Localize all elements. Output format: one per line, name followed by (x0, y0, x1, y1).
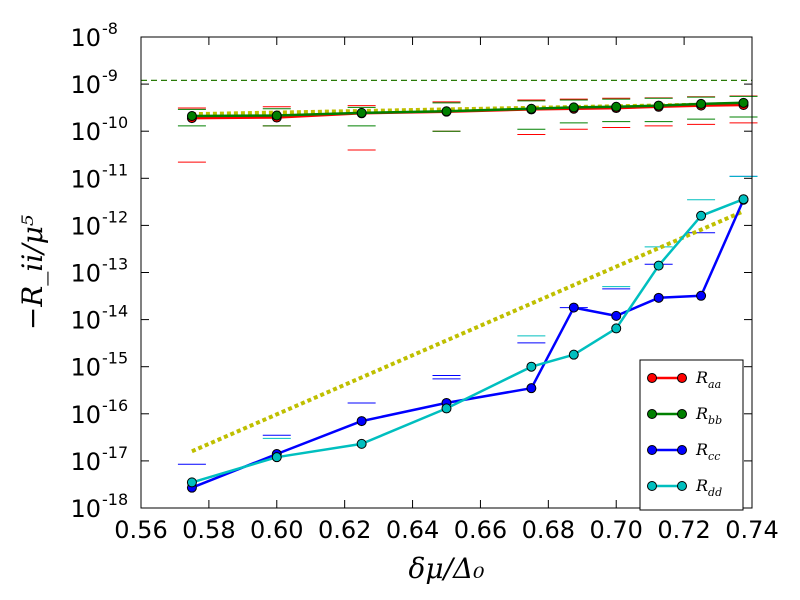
y-tick-exponent: -12 (102, 207, 128, 226)
x-tick-label: 0.60 (250, 516, 303, 544)
x-tick-label: 0.56 (114, 516, 167, 544)
legend-marker-end-aa (677, 373, 687, 383)
legend-marker-start-bb (647, 409, 657, 419)
x-tick-label: 0.64 (386, 516, 439, 544)
data-point-dd-5 (568, 349, 579, 360)
data-point-dd-6 (611, 323, 622, 334)
data-point-dd-2 (356, 438, 367, 449)
y-tick-label: 10 (70, 118, 101, 146)
y-tick-label: 10 (70, 401, 101, 429)
legend-marker-start-aa (647, 373, 657, 383)
data-point-cc-5 (568, 302, 579, 313)
data-point-dd-0 (186, 477, 197, 488)
data-point-cc-4 (526, 383, 537, 394)
plot-lines-layer (141, 79, 758, 493)
legend-marker-end-bb (677, 409, 687, 419)
y-tick-label: 10 (70, 212, 101, 240)
data-point-dd-8 (696, 210, 707, 221)
series-line-dd (191, 198, 744, 484)
y-tick-exponent: -11 (102, 160, 128, 179)
data-point-cc-8 (696, 290, 707, 301)
data-point-bb-1 (271, 110, 282, 121)
data-point-bb-4 (526, 103, 537, 114)
legend-marker-start-cc (647, 445, 657, 455)
data-point-dd-9 (738, 194, 749, 205)
y-tick-exponent: -18 (102, 490, 128, 509)
data-point-dd-3 (441, 403, 452, 414)
legend-label-aa: Raa (695, 368, 721, 391)
data-point-bb-2 (356, 107, 367, 118)
y-tick-label: 10 (70, 24, 101, 52)
data-point-bb-0 (186, 111, 197, 122)
y-tick-label: 10 (70, 260, 101, 288)
y-tick-exponent: -10 (102, 113, 128, 132)
x-tick-label: 0.62 (318, 516, 371, 544)
data-point-dd-7 (653, 260, 664, 271)
data-point-bb-7 (653, 100, 664, 111)
y-tick-label: 10 (70, 448, 101, 476)
legend-marker-start-dd (647, 481, 657, 491)
y-tick-exponent: -13 (102, 255, 128, 274)
x-tick-label: 0.70 (590, 516, 643, 544)
y-tick-exponent: -9 (102, 66, 118, 85)
y-tick-label: 10 (70, 495, 101, 523)
data-point-dd-4 (526, 361, 537, 372)
fit-line-1 (191, 101, 744, 117)
legend-label-bb: Rbb (695, 404, 722, 427)
legend-label-dd: Rdd (695, 476, 722, 499)
data-point-cc-7 (653, 292, 664, 303)
x-tick-label: 0.58 (182, 516, 235, 544)
x-axis-title: δμ/Δ₀ (409, 552, 485, 585)
fit-line-0 (191, 209, 745, 454)
x-tick-label: 0.68 (522, 516, 575, 544)
data-point-bb-9 (738, 97, 749, 108)
data-point-cc-2 (356, 416, 367, 427)
data-point-bb-8 (696, 98, 707, 109)
y-tick-exponent: -8 (102, 19, 118, 38)
x-tick-label: 0.72 (657, 516, 710, 544)
legend: Raa Rbb Rcc Rdd (639, 359, 744, 511)
y-tick-exponent: -15 (102, 349, 128, 368)
series-line-cc (191, 199, 745, 489)
y-axis-title: −R_ii/μ⁵ (16, 215, 49, 330)
y-tick-label: 10 (70, 354, 101, 382)
y-tick-label: 10 (70, 165, 101, 193)
data-point-bb-6 (611, 101, 622, 112)
axes-layer: 0.56 0.58 0.60 0.62 0.64 0.66 0.68 0.70 0.72 0.74… (16, 19, 779, 585)
y-tick-exponent: -14 (102, 302, 128, 321)
x-tick-label: 0.74 (725, 516, 778, 544)
x-tick-label: 0.66 (454, 516, 507, 544)
y-tick-exponent: -17 (102, 443, 128, 462)
legend-marker-end-cc (677, 445, 687, 455)
y-tick-label: 10 (70, 71, 101, 99)
data-point-bb-3 (441, 106, 452, 117)
legend-label-cc: Rcc (695, 440, 720, 463)
series-line-bb (191, 101, 744, 118)
y-tick-label: 10 (70, 307, 101, 335)
y-tick-exponent: -16 (102, 396, 128, 415)
data-point-cc-6 (611, 310, 622, 321)
legend-marker-end-dd (677, 481, 687, 491)
data-point-dd-1 (271, 452, 282, 463)
data-point-bb-5 (568, 102, 579, 113)
